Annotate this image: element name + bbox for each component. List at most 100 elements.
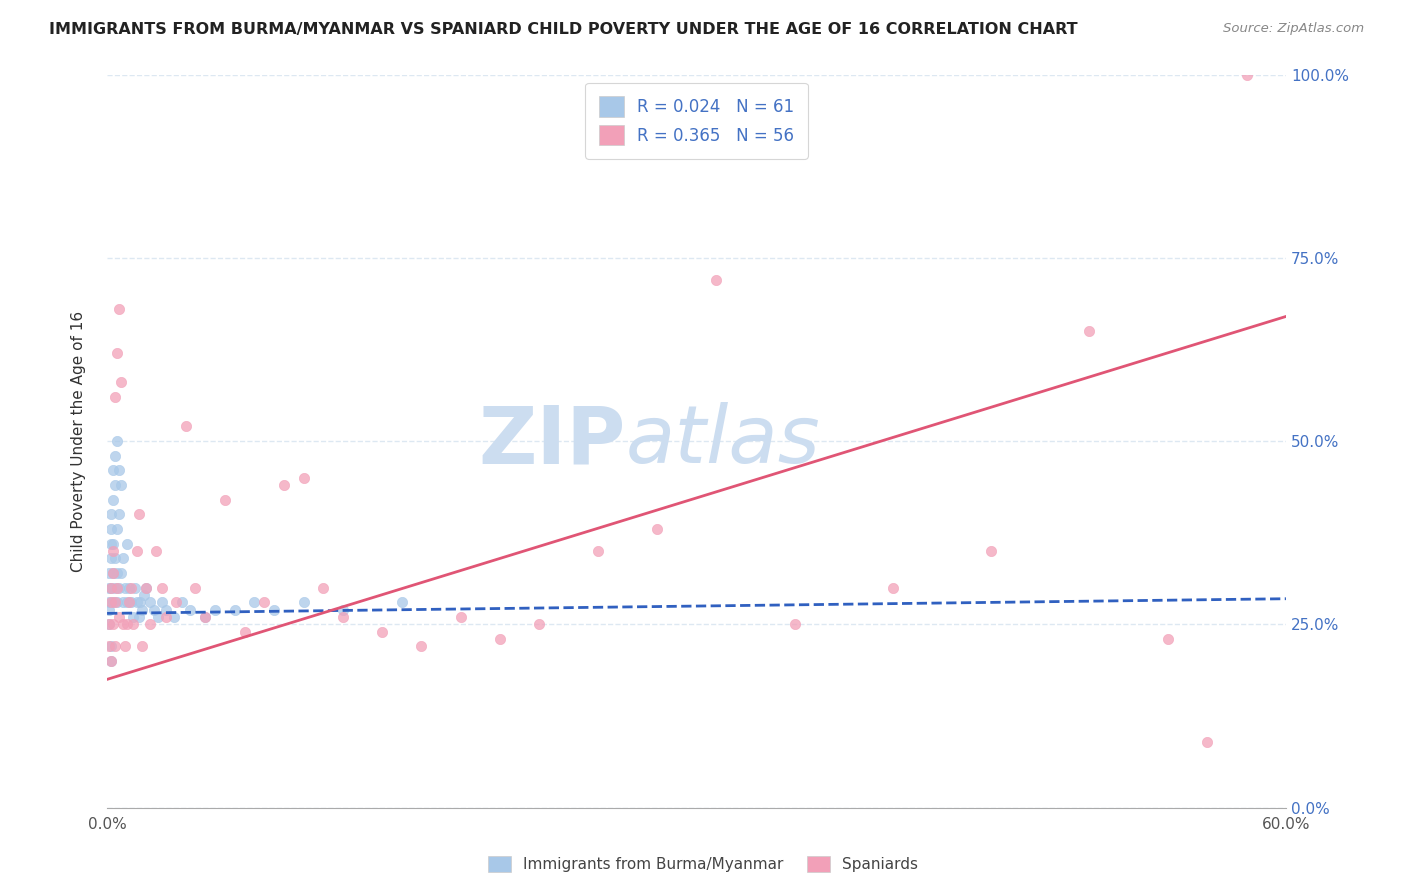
Point — [104, 478, 127, 492]
Point — [115, 595, 138, 609]
Point — [131, 603, 153, 617]
Point — [150, 581, 173, 595]
Point — [128, 610, 150, 624]
Point — [1197, 734, 1219, 748]
Point — [170, 595, 193, 609]
Point — [98, 581, 121, 595]
Point — [110, 566, 132, 580]
Point — [101, 463, 124, 477]
Point — [121, 617, 143, 632]
Point — [101, 566, 124, 580]
Point — [134, 588, 156, 602]
Point — [391, 595, 413, 609]
Point — [111, 595, 134, 609]
Point — [146, 610, 169, 624]
Point — [292, 471, 315, 485]
Point — [135, 581, 157, 595]
Point — [155, 603, 177, 617]
Point — [184, 581, 207, 595]
Point — [312, 581, 335, 595]
Point — [105, 566, 128, 580]
Point — [139, 595, 162, 609]
Point — [332, 610, 354, 624]
Point — [114, 640, 136, 654]
Point — [243, 595, 266, 609]
Point — [214, 492, 236, 507]
Point — [105, 595, 128, 609]
Point — [143, 603, 166, 617]
Text: ZIP: ZIP — [478, 402, 626, 480]
Point — [108, 508, 131, 522]
Point — [204, 603, 226, 617]
Point — [104, 640, 127, 654]
Point — [105, 581, 128, 595]
Point — [135, 581, 157, 595]
Legend: Immigrants from Burma/Myanmar, Spaniards: Immigrants from Burma/Myanmar, Spaniards — [481, 848, 925, 880]
Point — [105, 434, 128, 449]
Y-axis label: Child Poverty Under the Age of 16: Child Poverty Under the Age of 16 — [72, 310, 86, 572]
Point — [100, 508, 122, 522]
Point — [98, 640, 121, 654]
Point — [645, 522, 668, 536]
Point — [224, 603, 246, 617]
Point — [115, 537, 138, 551]
Point — [131, 640, 153, 654]
Point — [98, 603, 121, 617]
Point — [179, 603, 201, 617]
Point — [783, 617, 806, 632]
Point — [165, 595, 187, 609]
Point — [108, 302, 131, 317]
Point — [101, 537, 124, 551]
Point — [114, 581, 136, 595]
Point — [104, 595, 127, 609]
Point — [145, 544, 167, 558]
Point — [98, 595, 121, 609]
Point — [101, 595, 124, 609]
Point — [104, 449, 127, 463]
Point — [110, 376, 132, 390]
Point — [332, 603, 354, 617]
Point — [100, 581, 122, 595]
Point — [98, 566, 121, 580]
Point — [882, 581, 904, 595]
Point — [1157, 632, 1180, 646]
Point — [124, 581, 146, 595]
Point — [104, 390, 127, 404]
Point — [108, 610, 131, 624]
Point — [174, 419, 197, 434]
Point — [263, 603, 285, 617]
Point — [129, 595, 152, 609]
Point — [101, 544, 124, 558]
Point — [253, 595, 276, 609]
Point — [704, 273, 727, 287]
Point — [118, 581, 141, 595]
Point — [108, 463, 131, 477]
Point — [118, 595, 141, 609]
Point — [194, 610, 217, 624]
Point — [100, 581, 122, 595]
Point — [101, 492, 124, 507]
Text: Source: ZipAtlas.com: Source: ZipAtlas.com — [1223, 22, 1364, 36]
Point — [125, 595, 148, 609]
Point — [163, 610, 186, 624]
Point — [529, 617, 551, 632]
Point — [101, 566, 124, 580]
Point — [121, 610, 143, 624]
Point — [104, 551, 127, 566]
Legend: R = 0.024   N = 61, R = 0.365   N = 56: R = 0.024 N = 61, R = 0.365 N = 56 — [585, 83, 807, 159]
Point — [111, 551, 134, 566]
Point — [100, 537, 122, 551]
Text: atlas: atlas — [626, 402, 821, 480]
Point — [100, 551, 122, 566]
Point — [139, 617, 162, 632]
Point — [233, 624, 256, 639]
Point — [100, 595, 122, 609]
Point — [110, 478, 132, 492]
Point — [980, 544, 1002, 558]
Point — [104, 581, 127, 595]
Point — [100, 522, 122, 536]
Point — [194, 610, 217, 624]
Text: IMMIGRANTS FROM BURMA/MYANMAR VS SPANIARD CHILD POVERTY UNDER THE AGE OF 16 CORR: IMMIGRANTS FROM BURMA/MYANMAR VS SPANIAR… — [49, 22, 1078, 37]
Point — [588, 544, 610, 558]
Point — [111, 617, 134, 632]
